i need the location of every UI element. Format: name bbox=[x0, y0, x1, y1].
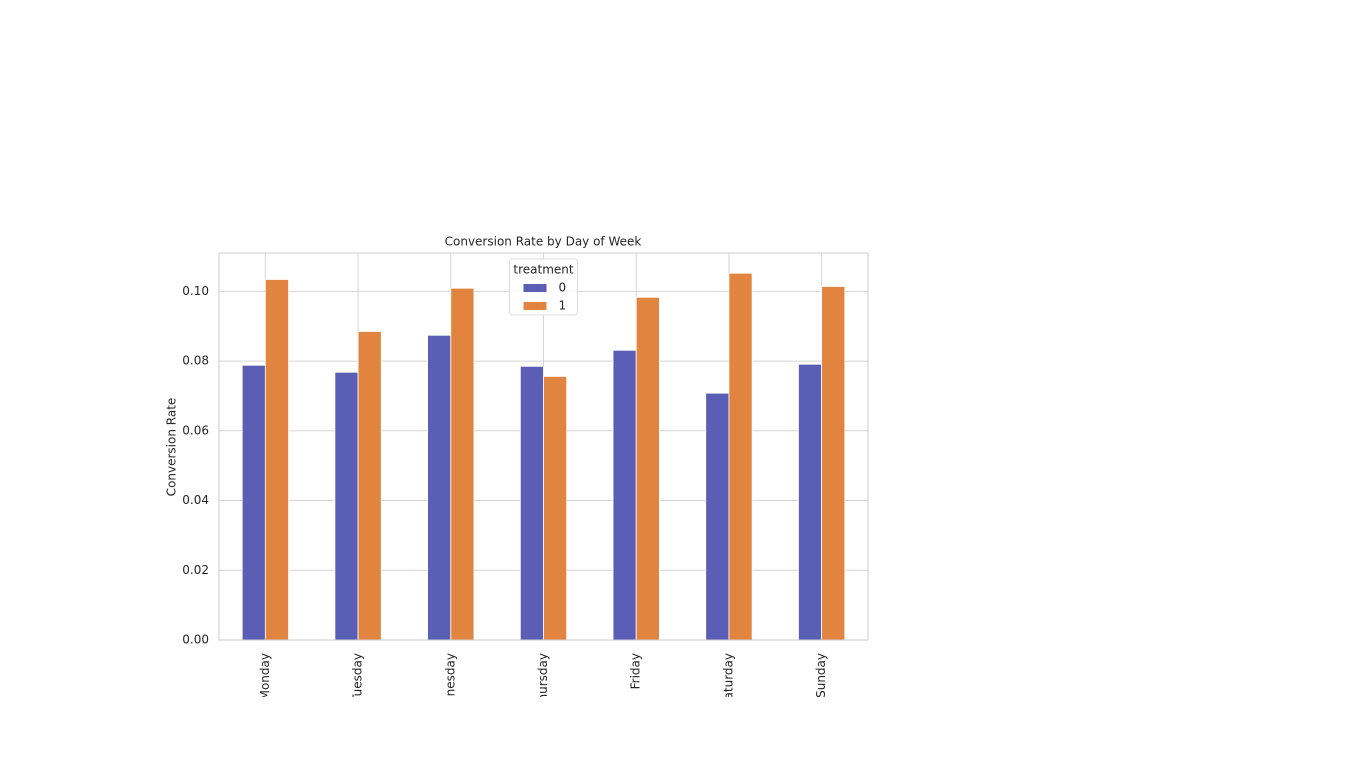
x-tick-labels: Monday Tuesday Wednesday Thursday Friday Satu… bbox=[258, 653, 828, 722]
x-tick-label: Wednesday bbox=[443, 653, 457, 722]
bar bbox=[543, 376, 568, 641]
y-tick-label: 0.04 bbox=[182, 493, 209, 507]
bar bbox=[798, 363, 823, 641]
legend-label: 0 bbox=[559, 281, 567, 295]
legend-swatch bbox=[523, 284, 547, 292]
y-tick-label: 0.08 bbox=[182, 354, 209, 368]
bar bbox=[450, 287, 475, 641]
bar bbox=[334, 371, 359, 641]
bar bbox=[264, 279, 289, 641]
x-tick-label: Tuesday bbox=[351, 653, 365, 703]
x-tick-label: Thursday bbox=[536, 653, 550, 710]
bar bbox=[635, 296, 660, 641]
legend-title: treatment bbox=[513, 263, 573, 277]
bar bbox=[241, 364, 266, 641]
bar bbox=[519, 365, 544, 641]
plot-frame bbox=[218, 252, 869, 641]
y-tick-label: 0.10 bbox=[182, 284, 209, 298]
chart-title: Conversion Rate by Day of Week bbox=[445, 235, 642, 249]
bar bbox=[728, 272, 753, 641]
x-tick-label: Sunday bbox=[814, 653, 828, 698]
bar bbox=[427, 334, 452, 641]
bar bbox=[705, 392, 730, 641]
x-tick-label: Friday bbox=[629, 653, 643, 689]
bar bbox=[357, 331, 382, 641]
x-tick-label: Saturday bbox=[721, 653, 735, 707]
x-tick-label: Monday bbox=[258, 653, 272, 700]
bar bbox=[612, 349, 637, 641]
y-tick-label: 0.06 bbox=[182, 423, 209, 437]
y-tick-label: 0.00 bbox=[182, 633, 209, 647]
y-axis-label: Conversion Rate bbox=[165, 398, 179, 497]
legend-swatch bbox=[523, 302, 547, 310]
legend-label: 1 bbox=[559, 299, 567, 313]
y-tick-label: 0.02 bbox=[182, 563, 209, 577]
bar bbox=[821, 286, 846, 641]
